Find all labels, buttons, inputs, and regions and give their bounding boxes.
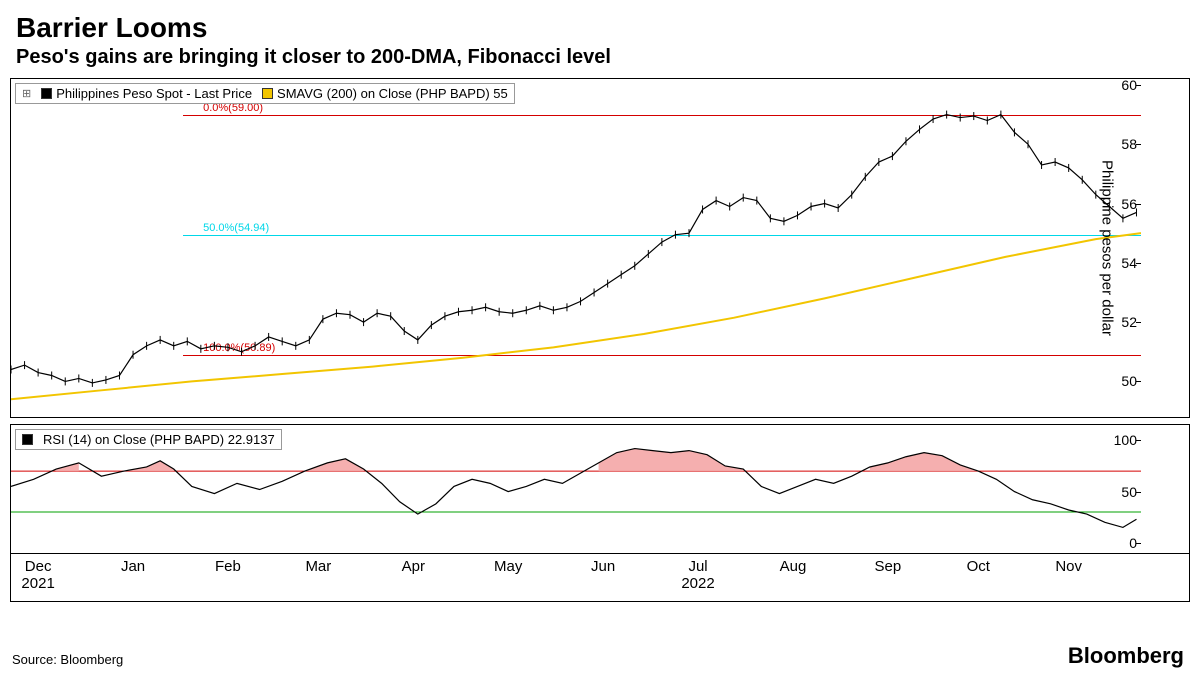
y-tick: 50 xyxy=(1121,373,1137,389)
x-tick: Aug xyxy=(780,558,807,575)
chart-area: 0.0%(59.00)50.0%(54.94)100.0%(50.89) Phi… xyxy=(10,78,1190,637)
chart-subtitle: Peso's gains are bringing it closer to 2… xyxy=(16,46,1184,69)
rsi-panel: RSI (14) on Close (PHP BAPD) 22.9137 050… xyxy=(10,424,1190,554)
x-axis: Dec2021 Jan Feb Mar Apr May Jun Jul2022 Aug Sep Oc… xyxy=(10,554,1190,602)
y-tick: 58 xyxy=(1121,136,1137,152)
rsi-y-tick: 50 xyxy=(1121,484,1137,500)
x-tick: Jun xyxy=(591,558,615,575)
rsi-line xyxy=(11,449,1136,528)
chart-title: Barrier Looms xyxy=(16,12,1184,44)
x-tick: Mar xyxy=(305,558,331,575)
price-legend: ⊞ Philippines Peso Spot - Last Price SMA… xyxy=(15,83,515,104)
y-axis-label: Philippine pesos per dollar xyxy=(1099,160,1116,336)
y-tick: 52 xyxy=(1121,314,1137,330)
x-tick: Apr xyxy=(402,558,425,575)
x-tick: Feb xyxy=(215,558,241,575)
source-text: Source: Bloomberg xyxy=(12,652,123,667)
legend-label-smavg: SMAVG (200) on Close (PHP BAPD) 55 xyxy=(277,86,508,101)
legend-swatch-price xyxy=(41,88,52,99)
y-tick: 60 xyxy=(1121,77,1137,93)
legend-label-rsi: RSI (14) on Close (PHP BAPD) 22.9137 xyxy=(43,432,275,447)
legend-label-price: Philippines Peso Spot - Last Price xyxy=(56,86,252,101)
brand-logo: Bloomberg xyxy=(1068,643,1184,669)
x-tick: Jul2022 xyxy=(681,558,714,592)
x-tick: Nov xyxy=(1055,558,1082,575)
price-panel: 0.0%(59.00)50.0%(54.94)100.0%(50.89) Phi… xyxy=(10,78,1190,418)
legend-swatch-smavg xyxy=(262,88,273,99)
drag-icon: ⊞ xyxy=(22,87,31,100)
price-line xyxy=(11,115,1136,383)
x-tick: May xyxy=(494,558,522,575)
x-tick: Dec2021 xyxy=(21,558,54,592)
legend-swatch-rsi xyxy=(22,434,33,445)
smavg-line xyxy=(11,233,1141,399)
x-tick: Sep xyxy=(875,558,902,575)
rsi-y-tick: 100 xyxy=(1114,432,1137,448)
x-tick: Oct xyxy=(967,558,990,575)
y-tick: 54 xyxy=(1121,255,1137,271)
x-tick: Jan xyxy=(121,558,145,575)
y-tick: 56 xyxy=(1121,196,1137,212)
rsi-legend: RSI (14) on Close (PHP BAPD) 22.9137 xyxy=(15,429,282,450)
